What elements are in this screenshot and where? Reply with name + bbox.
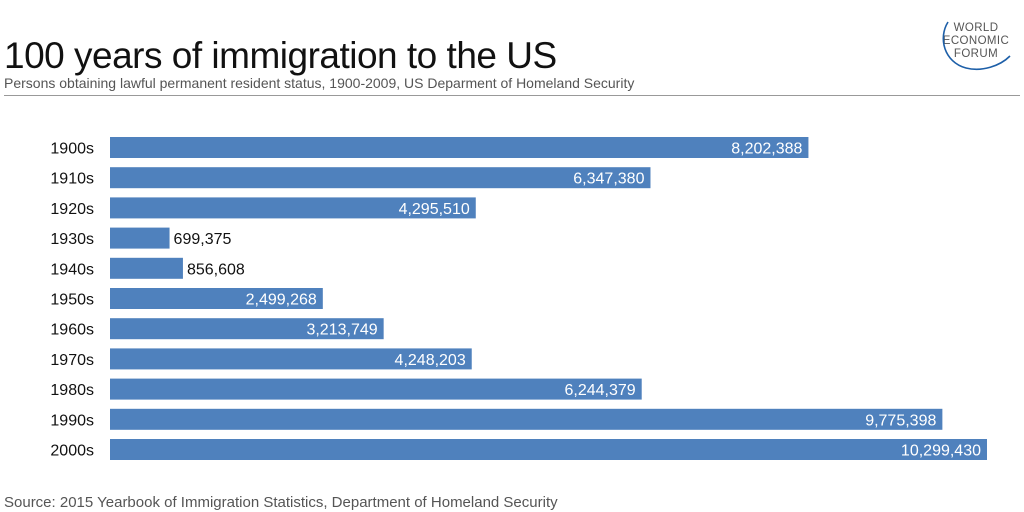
logo-line-2: ECONOMIC (942, 35, 1010, 47)
category-label: 1910s (50, 171, 94, 188)
category-label: 1970s (50, 352, 94, 369)
chart-title: 100 years of immigration to the US (4, 35, 557, 76)
logo-line-1: WORLD (953, 22, 999, 34)
bar-1940s (110, 257, 183, 279)
data-label: 3,213,749 (306, 322, 377, 339)
bar-1960s (110, 318, 384, 340)
category-label: 1900s (50, 141, 94, 158)
data-label: 856,608 (187, 261, 245, 278)
wef-logo: WORLD ECONOMIC FORUM (930, 18, 1022, 98)
category-label: 2000s (50, 443, 94, 460)
category-label: 1980s (50, 382, 94, 399)
data-label: 6,244,379 (565, 382, 636, 399)
category-label: 1940s (50, 261, 94, 278)
data-label: 9,775,398 (865, 412, 936, 429)
category-label: 1960s (50, 322, 94, 339)
bar-1930s (110, 227, 170, 249)
category-label: 1930s (50, 231, 94, 248)
logo-line-3: FORUM (953, 48, 999, 60)
source-note: Source: 2015 Yearbook of Immigration Sta… (4, 494, 558, 511)
bar-2000s (110, 439, 987, 460)
data-label: 4,295,510 (399, 201, 470, 218)
data-label: 699,375 (174, 231, 232, 248)
category-label: 1990s (50, 412, 94, 429)
bar-1950s (110, 288, 323, 309)
bar-1980s (110, 378, 642, 400)
data-label: 2,499,268 (246, 292, 317, 309)
data-label: 8,202,388 (731, 141, 802, 158)
bar-1990s (110, 408, 943, 430)
data-label: 6,347,380 (573, 171, 644, 188)
title-divider (4, 95, 1020, 96)
data-label: 4,248,203 (395, 352, 466, 369)
bar-1900s (110, 137, 809, 158)
bar-1920s (110, 197, 476, 219)
wef-arc-logo-icon (942, 21, 1011, 71)
chart-subtitle: Persons obtaining lawful permanent resid… (4, 75, 635, 91)
bar-1970s (110, 348, 472, 370)
bar-1910s (110, 167, 651, 189)
category-label: 1920s (50, 201, 94, 218)
data-label: 10,299,430 (901, 443, 981, 460)
category-label: 1950s (50, 292, 94, 309)
